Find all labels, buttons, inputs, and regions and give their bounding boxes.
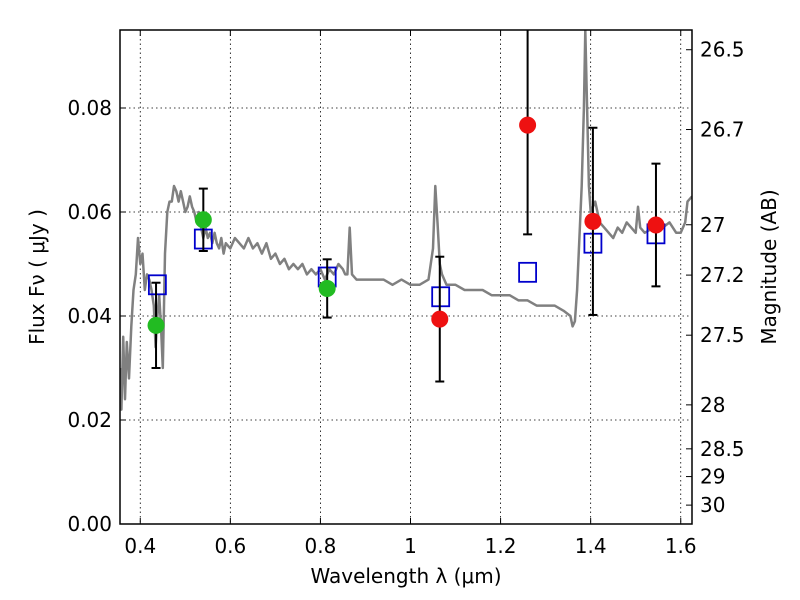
y2-tick-label: 26.5 xyxy=(700,38,745,62)
data-point-infrared xyxy=(647,216,665,234)
y-tick-label: 0.08 xyxy=(67,96,112,120)
y-tick-label: 0.02 xyxy=(67,408,112,432)
data-point-infrared xyxy=(431,310,449,328)
y2-tick-label: 27.5 xyxy=(700,323,745,347)
data-point-infrared xyxy=(519,116,537,134)
synthetic-photometry-marker xyxy=(518,261,538,283)
plot-frame xyxy=(119,29,693,525)
x-tick-label: 0.8 xyxy=(305,534,337,558)
x-tick-label: 0.4 xyxy=(124,534,156,558)
x-tick-label: 1.2 xyxy=(485,534,517,558)
y2-tick-label: 29 xyxy=(700,465,725,489)
axes: 0.4 0.6 0.8 1 1.2 1.4 1.6 0.00 0.02 0.04 0.06 0.08 2… xyxy=(67,30,745,558)
data-point-optical xyxy=(318,279,336,297)
y-tick-label: 0.06 xyxy=(67,200,112,224)
y-tick-label: 0.04 xyxy=(67,304,112,328)
y2-tick-label: 28.5 xyxy=(700,437,745,461)
plot-area xyxy=(120,30,692,411)
y-axis-label: Flux Fν ( μJy ) xyxy=(25,209,49,345)
x-tick-label: 1.6 xyxy=(665,534,697,558)
x-tick-label: 1.4 xyxy=(575,534,607,558)
x-tick-label: 1 xyxy=(404,534,417,558)
y2-tick-label: 27.2 xyxy=(700,263,745,287)
x-tick-label: 0.6 xyxy=(214,534,246,558)
synthetic-photometry-marker xyxy=(147,274,167,296)
y-tick-label: 0.00 xyxy=(67,512,112,536)
data-point-infrared xyxy=(584,212,602,230)
y2-tick-label: 26.7 xyxy=(700,118,745,142)
data-point-optical xyxy=(194,211,212,229)
y2-tick-label: 28 xyxy=(700,393,725,417)
y2-tick-label: 27 xyxy=(700,213,725,237)
y2-axis-label: Magnitude (AB) xyxy=(757,189,781,344)
y2-tick-label: 30 xyxy=(700,493,725,517)
x-axis-label: Wavelength λ (μm) xyxy=(310,564,501,588)
grid xyxy=(120,30,692,525)
data-point-optical xyxy=(147,316,165,334)
